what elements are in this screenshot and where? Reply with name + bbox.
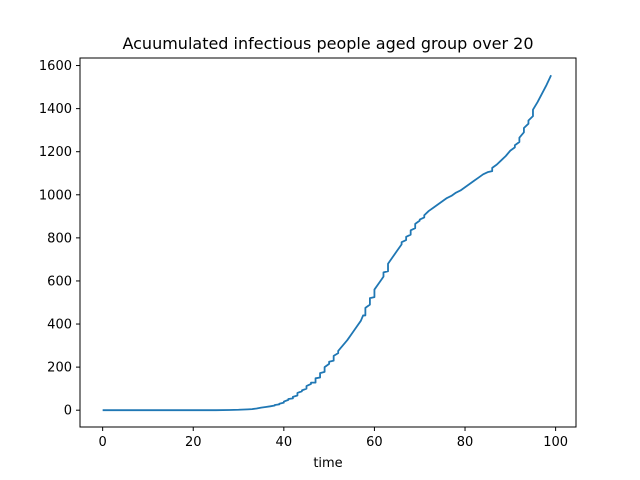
x-axis: 0 20 40 60 80 100 xyxy=(99,427,568,450)
x-tick-label: 60 xyxy=(366,435,383,450)
chart-title: Acuumulated infectious people aged group… xyxy=(122,34,533,53)
x-tick-label: 0 xyxy=(99,435,107,450)
y-tick-label: 400 xyxy=(47,318,72,333)
y-axis: 0 200 400 600 800 1000 1200 1400 1600 xyxy=(39,59,80,419)
plot-frame xyxy=(79,57,577,428)
x-axis-title: time xyxy=(313,456,342,471)
x-tick-label: 80 xyxy=(457,435,474,450)
x-tick-label: 40 xyxy=(276,435,293,450)
y-tick-label: 1200 xyxy=(39,145,72,160)
y-tick-label: 600 xyxy=(47,274,72,289)
y-tick-label: 200 xyxy=(47,361,72,376)
series-line-0 xyxy=(102,74,552,412)
plot-area xyxy=(102,74,552,412)
x-tick-label: 20 xyxy=(185,435,202,450)
y-tick-label: 1600 xyxy=(39,59,72,74)
y-tick-label: 800 xyxy=(47,231,72,246)
x-tick-label: 100 xyxy=(543,435,568,450)
y-tick-label: 1400 xyxy=(39,102,72,117)
y-tick-label: 1000 xyxy=(39,188,72,203)
y-tick-label: 0 xyxy=(64,404,72,419)
